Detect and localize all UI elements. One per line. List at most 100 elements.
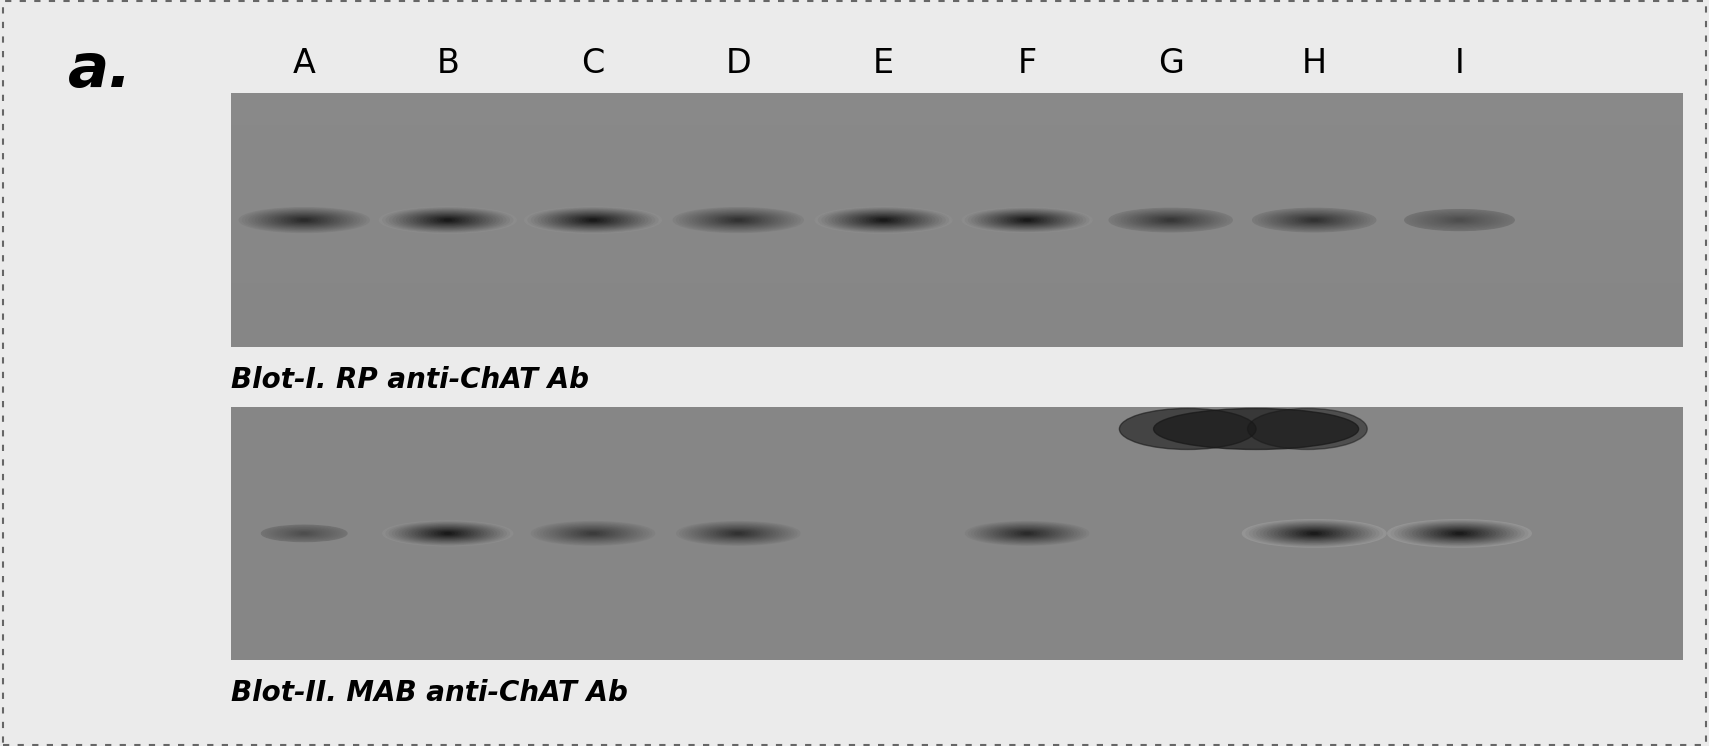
Ellipse shape (735, 219, 742, 221)
Ellipse shape (574, 530, 612, 537)
Ellipse shape (825, 209, 942, 231)
Ellipse shape (1456, 533, 1463, 534)
Ellipse shape (966, 208, 1089, 232)
Ellipse shape (1249, 521, 1379, 546)
Ellipse shape (383, 207, 513, 233)
Ellipse shape (429, 530, 467, 537)
Ellipse shape (1446, 530, 1473, 536)
Ellipse shape (538, 523, 648, 544)
Ellipse shape (711, 528, 766, 539)
Ellipse shape (250, 210, 359, 231)
Ellipse shape (434, 531, 461, 536)
Ellipse shape (426, 529, 470, 538)
Ellipse shape (291, 218, 318, 222)
Ellipse shape (819, 207, 948, 233)
Ellipse shape (1410, 210, 1509, 230)
Ellipse shape (836, 211, 931, 229)
Ellipse shape (559, 527, 627, 540)
Ellipse shape (396, 524, 499, 543)
Ellipse shape (1437, 216, 1482, 225)
Ellipse shape (581, 531, 605, 536)
Ellipse shape (719, 216, 757, 224)
Ellipse shape (562, 214, 624, 226)
Ellipse shape (1391, 521, 1528, 546)
Ellipse shape (1287, 215, 1342, 225)
Ellipse shape (1420, 526, 1499, 541)
Ellipse shape (1283, 214, 1345, 226)
Ellipse shape (1013, 218, 1041, 222)
Ellipse shape (386, 521, 509, 545)
Ellipse shape (962, 207, 1092, 233)
Ellipse shape (1154, 408, 1359, 449)
Ellipse shape (390, 209, 506, 231)
Ellipse shape (1292, 529, 1336, 538)
Ellipse shape (716, 216, 761, 225)
Ellipse shape (434, 218, 461, 222)
Ellipse shape (684, 210, 793, 231)
Ellipse shape (566, 215, 620, 225)
Bar (231, 125, 1683, 157)
Ellipse shape (856, 215, 911, 225)
Ellipse shape (978, 211, 1077, 229)
Ellipse shape (261, 212, 347, 228)
Ellipse shape (396, 210, 499, 230)
Ellipse shape (1003, 529, 1051, 538)
Ellipse shape (725, 218, 752, 222)
Ellipse shape (275, 527, 333, 539)
Ellipse shape (877, 219, 890, 222)
Text: D: D (725, 47, 752, 80)
Ellipse shape (569, 216, 617, 225)
Ellipse shape (569, 529, 617, 538)
Text: C: C (581, 47, 605, 80)
Ellipse shape (995, 214, 1060, 226)
Ellipse shape (379, 207, 516, 233)
Ellipse shape (285, 530, 323, 537)
Ellipse shape (1449, 531, 1470, 536)
Ellipse shape (1000, 528, 1054, 539)
Ellipse shape (1012, 530, 1042, 536)
Ellipse shape (815, 207, 952, 233)
Ellipse shape (1422, 213, 1497, 228)
Ellipse shape (566, 528, 620, 539)
Ellipse shape (1285, 528, 1343, 539)
Bar (231, 315, 1683, 347)
Ellipse shape (1116, 210, 1225, 231)
Text: H: H (1302, 47, 1326, 80)
Ellipse shape (531, 521, 655, 545)
Ellipse shape (1024, 533, 1031, 534)
Ellipse shape (1118, 210, 1224, 230)
Ellipse shape (1261, 210, 1367, 230)
Ellipse shape (966, 521, 1089, 545)
Ellipse shape (1413, 211, 1506, 229)
Ellipse shape (706, 214, 771, 226)
Ellipse shape (1280, 213, 1348, 227)
Ellipse shape (1290, 216, 1338, 225)
Ellipse shape (714, 529, 762, 538)
Ellipse shape (822, 208, 945, 232)
Ellipse shape (996, 527, 1058, 539)
Ellipse shape (422, 528, 473, 539)
Ellipse shape (1295, 530, 1333, 537)
Ellipse shape (1253, 521, 1376, 545)
Ellipse shape (699, 526, 778, 541)
Ellipse shape (1271, 525, 1357, 542)
Ellipse shape (1311, 219, 1318, 221)
Ellipse shape (860, 216, 907, 225)
Ellipse shape (1246, 521, 1383, 546)
Ellipse shape (846, 213, 921, 228)
Ellipse shape (1429, 214, 1490, 226)
Text: G: G (1157, 47, 1184, 80)
Ellipse shape (677, 208, 800, 232)
Ellipse shape (1136, 213, 1205, 227)
Ellipse shape (1008, 530, 1046, 537)
Text: F: F (1017, 47, 1037, 80)
Ellipse shape (1282, 527, 1347, 539)
Ellipse shape (1302, 218, 1326, 222)
Ellipse shape (728, 219, 749, 222)
Ellipse shape (275, 215, 333, 225)
Ellipse shape (981, 524, 1073, 542)
Ellipse shape (427, 216, 468, 224)
Ellipse shape (571, 529, 615, 538)
Ellipse shape (410, 213, 485, 228)
Ellipse shape (1289, 529, 1340, 538)
